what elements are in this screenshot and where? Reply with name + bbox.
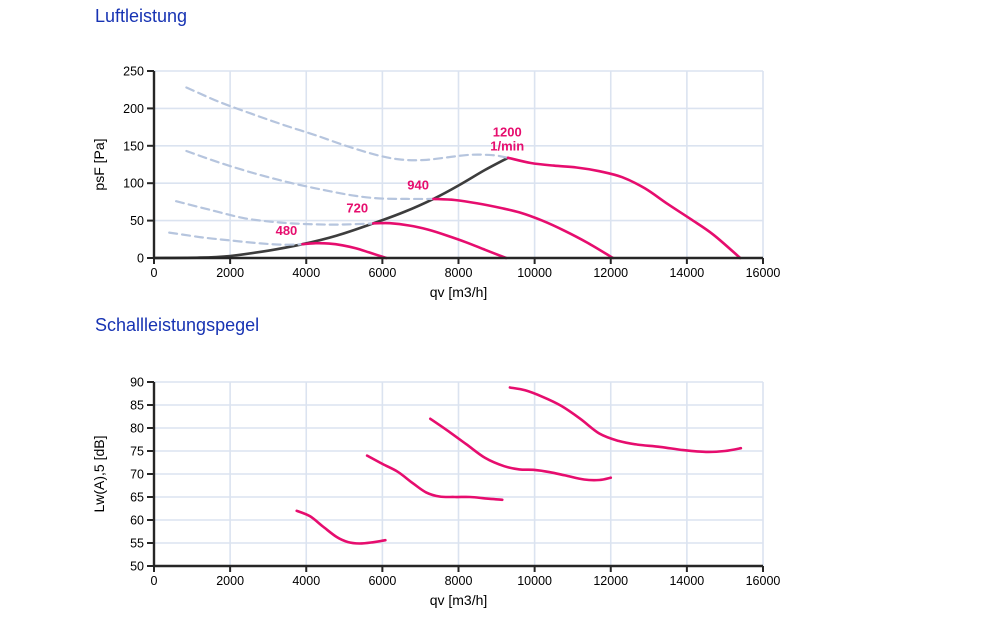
x-tick-label: 4000	[292, 574, 320, 588]
sound-power-chart: 0 2000 4000 6000 8000 10000 12000 14000 16000 50 5…	[91, 376, 781, 609]
y-tick-label: 70	[130, 468, 144, 482]
y-tick-label: 60	[130, 514, 144, 528]
y-tick-label: 75	[130, 445, 144, 459]
speed-annotation: 1200	[493, 124, 522, 139]
x-tick-label: 2000	[216, 574, 244, 588]
x-tick-label: 16000	[746, 266, 781, 280]
series-fan-480	[301, 241, 388, 260]
series-fan-940-unstable-dashed	[185, 149, 435, 201]
y-axis-label: psF [Pa]	[91, 138, 107, 190]
series-fan-480-unstable-dashed	[168, 231, 304, 246]
y-tick-label: 0	[137, 252, 144, 266]
speed-annotation: 720	[346, 201, 368, 216]
y-tick-label: 250	[123, 65, 144, 79]
x-tick-label: 8000	[445, 266, 473, 280]
y-tick-label: 50	[130, 560, 144, 574]
x-axis-label: qv [m3/h]	[430, 592, 488, 608]
y-tick-label: 80	[130, 422, 144, 436]
x-tick-label: 0	[151, 574, 158, 588]
series-fan-940	[432, 197, 615, 260]
x-tick-label: 14000	[669, 574, 704, 588]
x-axis-label: qv [m3/h]	[430, 284, 488, 300]
x-tick-label: 12000	[593, 574, 628, 588]
y-tick-label: 100	[123, 177, 144, 191]
series-noise-940	[429, 417, 613, 482]
y-tick-label: 150	[123, 139, 144, 153]
airflow-performance-chart: 0 2000 4000 6000 8000 10000 12000 14000 16000 0 50…	[91, 65, 781, 301]
x-tick-label: 8000	[445, 574, 473, 588]
airflow-chart-title: Luftleistung	[95, 6, 188, 26]
speed-annotation: 1/min	[490, 139, 524, 154]
x-tick-label: 10000	[517, 574, 552, 588]
series-fan-1200	[506, 156, 742, 260]
x-tick-label: 6000	[368, 266, 396, 280]
series-noise-1200	[508, 386, 743, 454]
series-fan-720	[371, 221, 508, 260]
speed-annotation: 480	[276, 223, 298, 238]
y-tick-label: 55	[130, 537, 144, 551]
x-tick-label: 12000	[593, 266, 628, 280]
series-system-limit-curve	[152, 156, 510, 260]
speed-annotation: 940	[407, 177, 429, 192]
x-tick-label: 0	[151, 266, 158, 280]
y-tick-label: 90	[130, 376, 144, 390]
x-tick-label: 14000	[669, 266, 704, 280]
series-noise-480	[295, 509, 387, 545]
series-fan-1200-unstable-dashed	[185, 86, 510, 162]
y-tick-label: 65	[130, 491, 144, 505]
x-tick-label: 16000	[746, 574, 781, 588]
series-fan-720-unstable-dashed	[175, 200, 375, 226]
x-tick-label: 10000	[517, 266, 552, 280]
x-tick-label: 6000	[368, 574, 396, 588]
x-tick-label: 2000	[216, 266, 244, 280]
x-tick-label: 4000	[292, 266, 320, 280]
y-tick-label: 85	[130, 399, 144, 413]
y-tick-label: 200	[123, 102, 144, 116]
y-axis-label: Lw(A),5 [dB]	[91, 435, 107, 512]
y-tick-label: 50	[130, 214, 144, 228]
sound-chart-title: Schallleistungspegel	[95, 315, 260, 335]
series-noise-720	[365, 454, 504, 502]
